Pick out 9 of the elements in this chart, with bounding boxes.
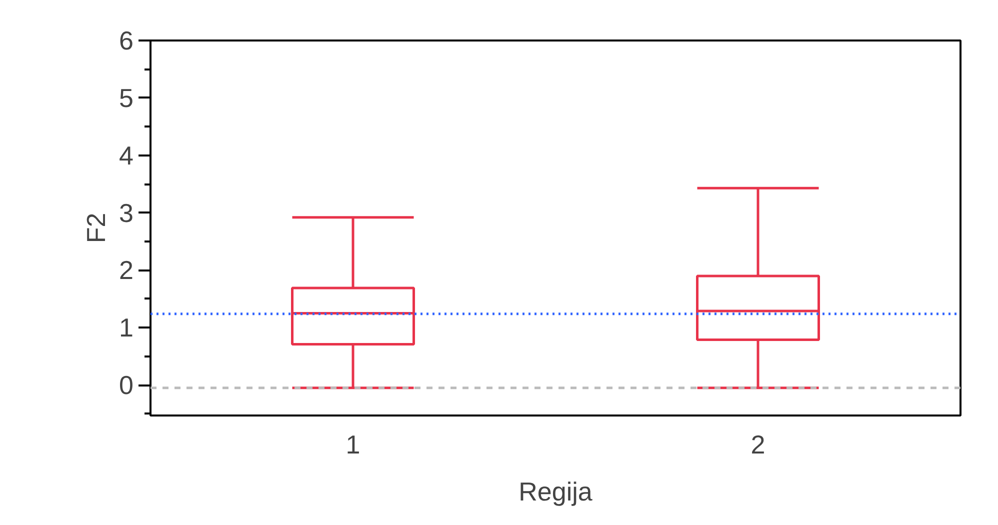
- y-axis-title: F2: [81, 212, 112, 244]
- y-tick-label: 3: [119, 198, 134, 228]
- y-tick-label: 5: [119, 82, 134, 113]
- x-axis-title: Regija: [518, 476, 593, 506]
- y-tick-label: 2: [119, 255, 134, 286]
- y-tick-label: 0: [119, 370, 134, 400]
- y-tick-label: 4: [119, 140, 134, 170]
- y-tick-label: 1: [119, 312, 134, 343]
- y-tick-label: 6: [119, 26, 134, 56]
